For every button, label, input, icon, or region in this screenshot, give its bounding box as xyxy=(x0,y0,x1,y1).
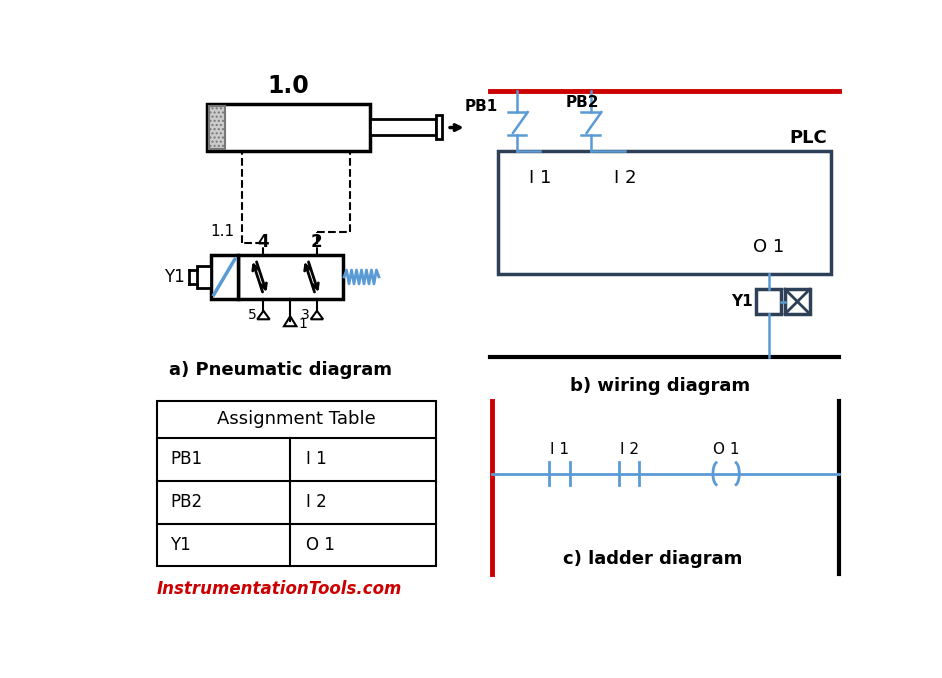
Text: PB2: PB2 xyxy=(171,493,203,511)
Bar xyxy=(785,290,810,314)
Text: Y1: Y1 xyxy=(171,536,191,554)
Bar xyxy=(207,104,369,151)
Polygon shape xyxy=(257,311,269,319)
Text: I 2: I 2 xyxy=(614,169,637,186)
Polygon shape xyxy=(284,316,297,326)
Bar xyxy=(369,119,435,136)
Text: PB2: PB2 xyxy=(566,95,599,110)
Text: 5: 5 xyxy=(248,308,256,322)
Text: O 1: O 1 xyxy=(713,442,739,457)
Text: I 1: I 1 xyxy=(306,450,327,468)
Text: 1.1: 1.1 xyxy=(210,224,235,239)
Text: PLC: PLC xyxy=(789,129,827,147)
Text: O 1: O 1 xyxy=(306,536,334,554)
Text: 3: 3 xyxy=(301,308,310,322)
Text: a) Pneumatic diagram: a) Pneumatic diagram xyxy=(169,361,392,379)
Text: PB1: PB1 xyxy=(464,99,497,115)
Text: c) ladder diagram: c) ladder diagram xyxy=(562,550,742,567)
Text: Y1: Y1 xyxy=(731,294,753,309)
Text: Assignment Table: Assignment Table xyxy=(217,410,375,428)
Text: 4: 4 xyxy=(258,233,269,251)
Text: 2: 2 xyxy=(311,233,323,251)
Bar xyxy=(756,290,781,314)
Bar xyxy=(211,255,238,299)
Text: b) wiring diagram: b) wiring diagram xyxy=(570,376,751,395)
Text: I 1: I 1 xyxy=(550,442,569,457)
Bar xyxy=(197,266,211,288)
Text: 1.0: 1.0 xyxy=(268,75,309,98)
Bar xyxy=(238,255,343,299)
Text: I 1: I 1 xyxy=(529,169,551,186)
Bar xyxy=(209,106,225,149)
Text: I 2: I 2 xyxy=(620,442,639,457)
Text: I 2: I 2 xyxy=(306,493,327,511)
Bar xyxy=(156,401,435,566)
Bar xyxy=(497,151,831,274)
Text: Y1: Y1 xyxy=(165,268,186,286)
Text: O 1: O 1 xyxy=(753,238,785,256)
Polygon shape xyxy=(311,311,323,319)
Text: PB1: PB1 xyxy=(171,450,203,468)
Text: 1: 1 xyxy=(298,317,307,331)
Text: InstrumentationTools.com: InstrumentationTools.com xyxy=(156,580,402,598)
Bar xyxy=(435,115,442,139)
